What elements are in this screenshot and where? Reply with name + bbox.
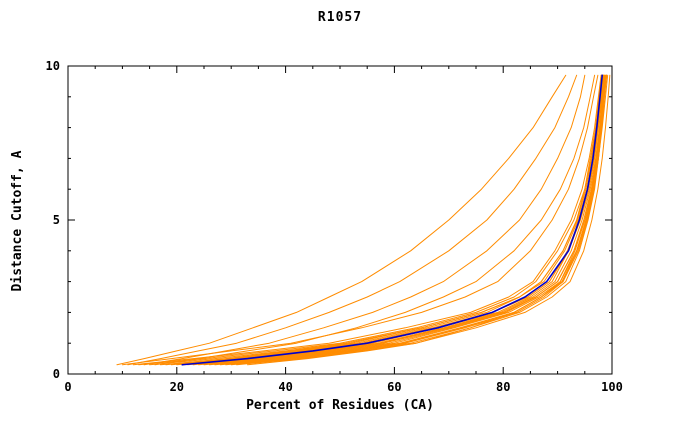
series-model-24	[192, 74, 609, 366]
x-tick-label: 60	[387, 380, 401, 394]
chart-title: R1057	[317, 10, 363, 25]
y-axis-label: Distance Cutoff, A	[10, 150, 25, 292]
y-tick-label: 0	[53, 367, 60, 381]
plot-border	[67, 65, 613, 375]
series-model-14	[127, 74, 578, 366]
series-model-02	[159, 74, 602, 366]
y-tick-label: 10	[46, 59, 60, 73]
series-model-16	[154, 74, 596, 366]
series-model-21	[181, 74, 605, 366]
series-model-08	[187, 74, 605, 366]
series-model-05	[214, 74, 608, 366]
series-model-03	[176, 74, 604, 366]
series-best-model	[181, 74, 604, 366]
series-model-13	[116, 74, 567, 366]
x-tick-label: 20	[170, 380, 184, 394]
x-axis-label: Percent of Residues (CA)	[246, 398, 434, 413]
series-model-04	[198, 74, 606, 366]
series-model-22	[219, 74, 607, 366]
series-model-20	[121, 74, 599, 366]
series-model-01	[138, 74, 605, 366]
series-model-23	[236, 74, 611, 366]
x-tick-label: 0	[64, 380, 71, 394]
series-model-15	[143, 74, 586, 366]
series-model-06	[230, 74, 608, 366]
series-model-09	[208, 74, 606, 366]
x-tick-label: 40	[278, 380, 292, 394]
series-model-12	[225, 74, 608, 366]
series-model-11	[132, 74, 602, 366]
x-tick-label: 80	[496, 380, 510, 394]
y-tick-label: 5	[53, 213, 60, 227]
series-model-19	[203, 74, 606, 366]
series-model-18	[165, 74, 604, 366]
x-tick-label: 100	[601, 380, 623, 394]
